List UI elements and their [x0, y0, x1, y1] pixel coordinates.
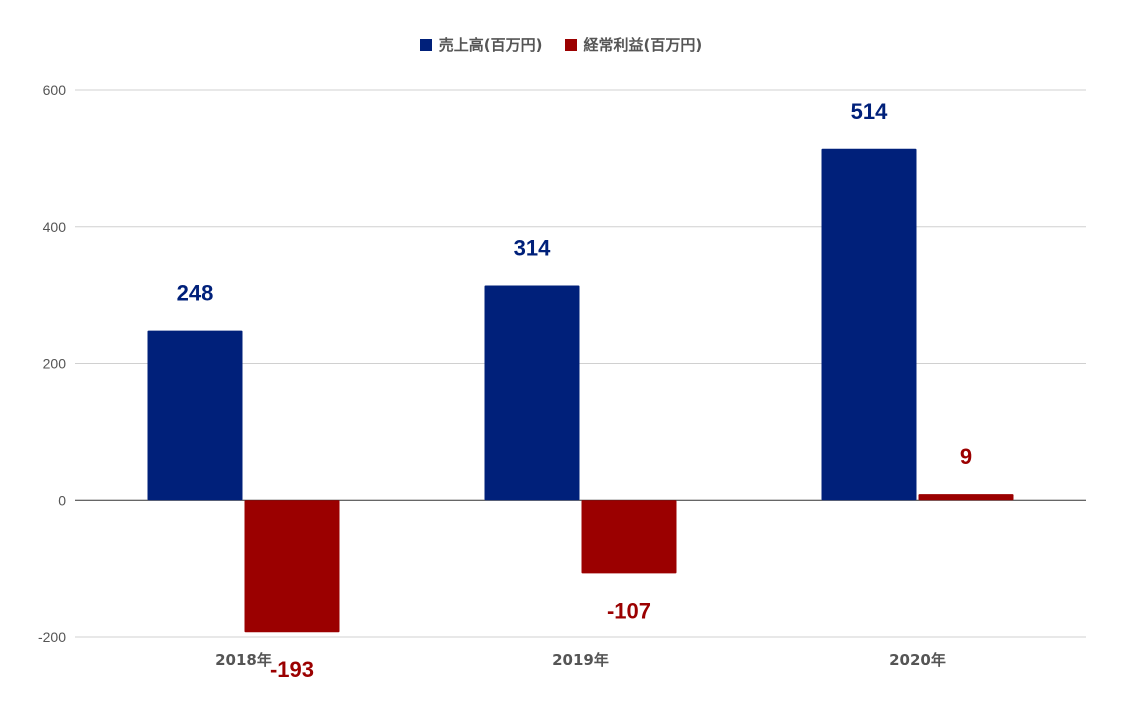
data-label-sales: 314: [514, 236, 551, 261]
legend: 売上高(百万円) 経常利益(百万円): [0, 34, 1122, 55]
data-label-sales: 248: [177, 281, 214, 306]
legend-swatch-sales: [419, 38, 432, 51]
bar-sales: [821, 148, 917, 501]
legend-label-sales: 売上高(百万円): [438, 36, 543, 54]
y-tick-label: 200: [43, 356, 67, 372]
bar-ordinary-profit: [581, 500, 677, 574]
bar-sales: [147, 330, 243, 501]
data-label-ordinary-profit: 9: [960, 444, 972, 469]
legend-item-ordinary-profit: 経常利益(百万円): [564, 34, 703, 55]
data-label-sales: 514: [851, 99, 888, 124]
data-label-ordinary-profit: -107: [607, 598, 651, 623]
bar-sales: [484, 285, 580, 501]
x-tick-label: 2019年: [552, 651, 609, 669]
legend-swatch-ordinary-profit: [564, 38, 577, 51]
y-tick-label: 400: [43, 219, 67, 235]
legend-label-ordinary-profit: 経常利益(百万円): [583, 36, 703, 54]
legend-item-sales: 売上高(百万円): [419, 34, 543, 55]
data-label-ordinary-profit: -193: [270, 657, 314, 682]
y-tick-label: 0: [58, 492, 66, 508]
y-tick-label: 600: [43, 82, 67, 98]
bar-ordinary-profit: [244, 500, 340, 633]
x-tick-label: 2020年: [889, 651, 946, 669]
y-tick-label: -200: [38, 629, 66, 645]
x-tick-label: 2018年: [215, 651, 272, 669]
bar-ordinary-profit: [918, 494, 1014, 501]
